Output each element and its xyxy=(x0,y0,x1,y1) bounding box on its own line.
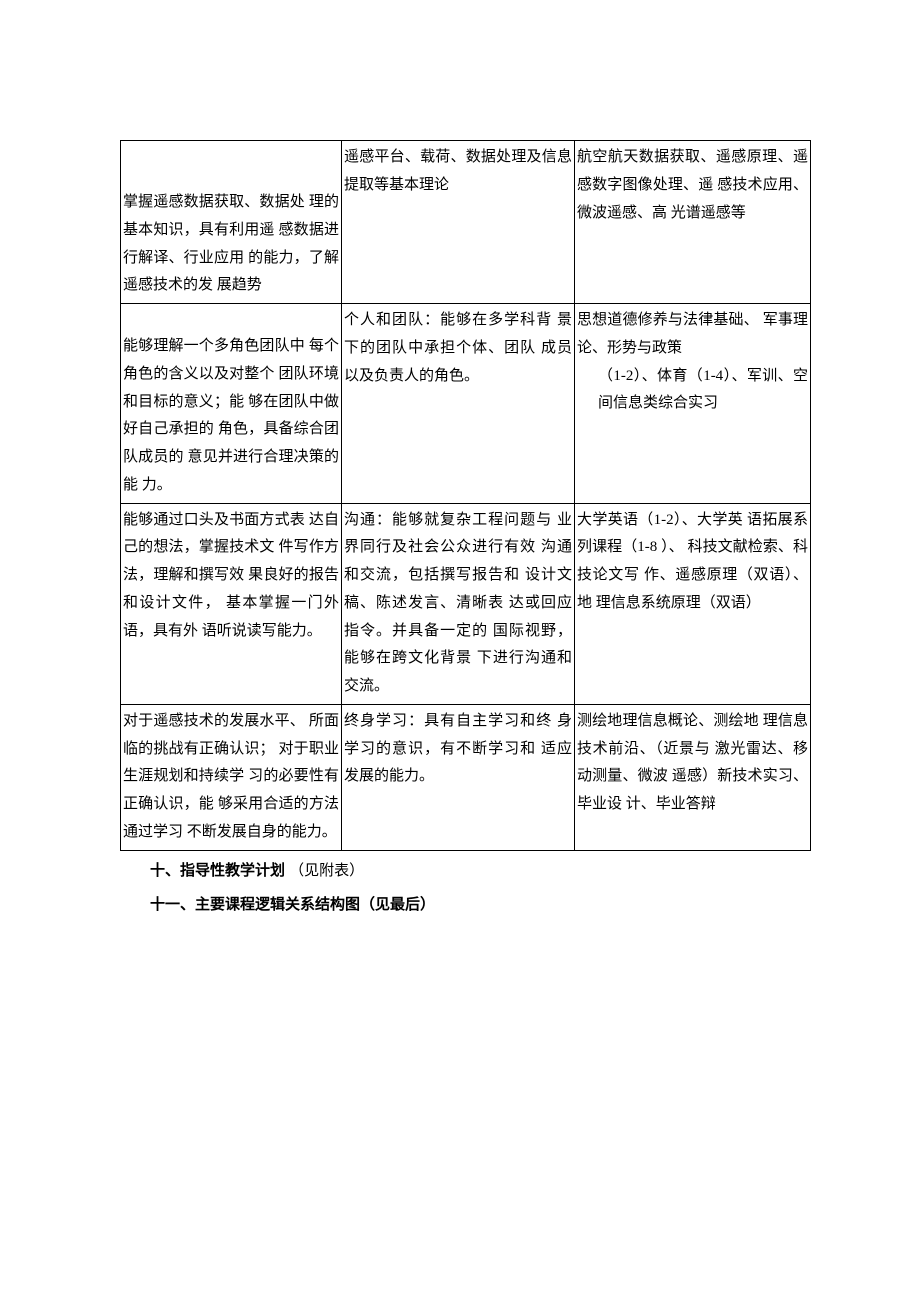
cell-col1: 能够通过口头及书面方式表 达自己的想法，掌握技术文 件写作方法，理解和撰写效 果… xyxy=(121,503,342,704)
cell-col1: 能够理解一个多角色团队中 每个角色的含义以及对整个 团队环境和目标的意义；能 够… xyxy=(121,304,342,504)
heading-11-bold: 十一、主要课程逻辑关系结构图（见最后） xyxy=(150,896,435,913)
cell-col3: 航空航天数据获取、遥感原理、遥感数字图像处理、遥 感技术应用、微波遥感、高 光谱… xyxy=(575,141,811,304)
cell-col1: 掌握遥感数据获取、数据处 理的基本知识，具有利用遥 感数据进行解译、行业应用 的… xyxy=(121,141,342,304)
heading-10-rest: （见附表） xyxy=(289,863,364,879)
cell-col3: 测绘地理信息概论、测绘地 理信息技术前沿、（近景与 激光雷达、移动测量、微波 遥… xyxy=(575,704,811,850)
heading-11: 十一、主要课程逻辑关系结构图（见最后） xyxy=(120,891,810,920)
heading-10: 十、指导性教学计划 （见附表） xyxy=(120,857,810,886)
cell-col2: 遥感平台、载荷、数据处理及信息提取等基本理论 xyxy=(342,141,575,304)
cell-col2: 个人和团队：能够在多学科背 景下的团队中承担个体、团队 成员以及负责人的角色。 xyxy=(342,304,575,504)
cell-col3: 思想道德修养与法律基础、 军事理论、形势与政策 （1-2）、体育（1-4）、军训… xyxy=(575,304,811,504)
heading-10-bold: 十、指导性教学计划 xyxy=(150,862,289,879)
table-row: 能够理解一个多角色团队中 每个角色的含义以及对整个 团队环境和目标的意义；能 够… xyxy=(121,304,811,504)
table-row: 掌握遥感数据获取、数据处 理的基本知识，具有利用遥 感数据进行解译、行业应用 的… xyxy=(121,141,811,304)
cell-col1: 对于遥感技术的发展水平、 所面临的挑战有正确认识； 对于职业生涯规划和持续学 习… xyxy=(121,704,342,850)
cell-col2: 终身学习：具有自主学习和终 身学习的意识，有不断学习和 适应发展的能力。 xyxy=(342,704,575,850)
cell-col2: 沟通：能够就复杂工程问题与 业界同行及社会公众进行有效 沟通和交流，包括撰写报告… xyxy=(342,503,575,704)
table-row: 能够通过口头及书面方式表 达自己的想法，掌握技术文 件写作方法，理解和撰写效 果… xyxy=(121,503,811,704)
cell-col3: 大学英语（1-2）、大学英 语拓展系列课程（1-8 ）、 科技文献检索、科技论文… xyxy=(575,503,811,704)
curriculum-table: 掌握遥感数据获取、数据处 理的基本知识，具有利用遥 感数据进行解译、行业应用 的… xyxy=(120,140,811,851)
table-row: 对于遥感技术的发展水平、 所面临的挑战有正确认识； 对于职业生涯规划和持续学 习… xyxy=(121,704,811,850)
